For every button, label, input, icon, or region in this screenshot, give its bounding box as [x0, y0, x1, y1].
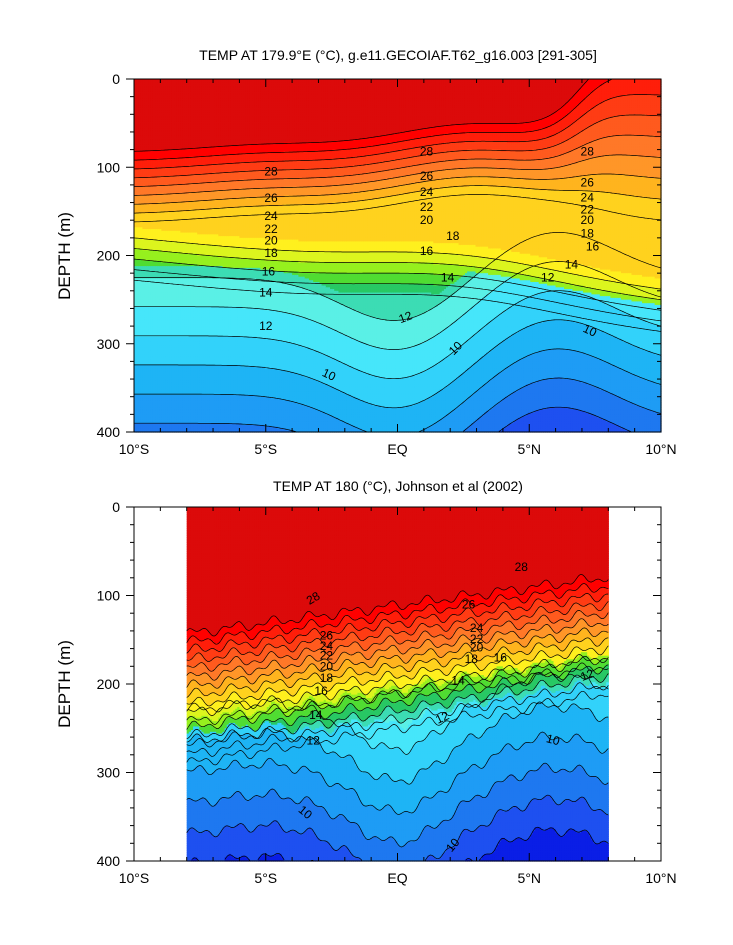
top-contour-chart: TEMP AT 179.9°E (°C), g.e11.GECOIAF.T62_…: [55, 47, 677, 457]
y-axis-label: DEPTH (m): [55, 212, 74, 300]
chart-title: TEMP AT 179.9°E (°C), g.e11.GECOIAF.T62_…: [199, 47, 597, 63]
